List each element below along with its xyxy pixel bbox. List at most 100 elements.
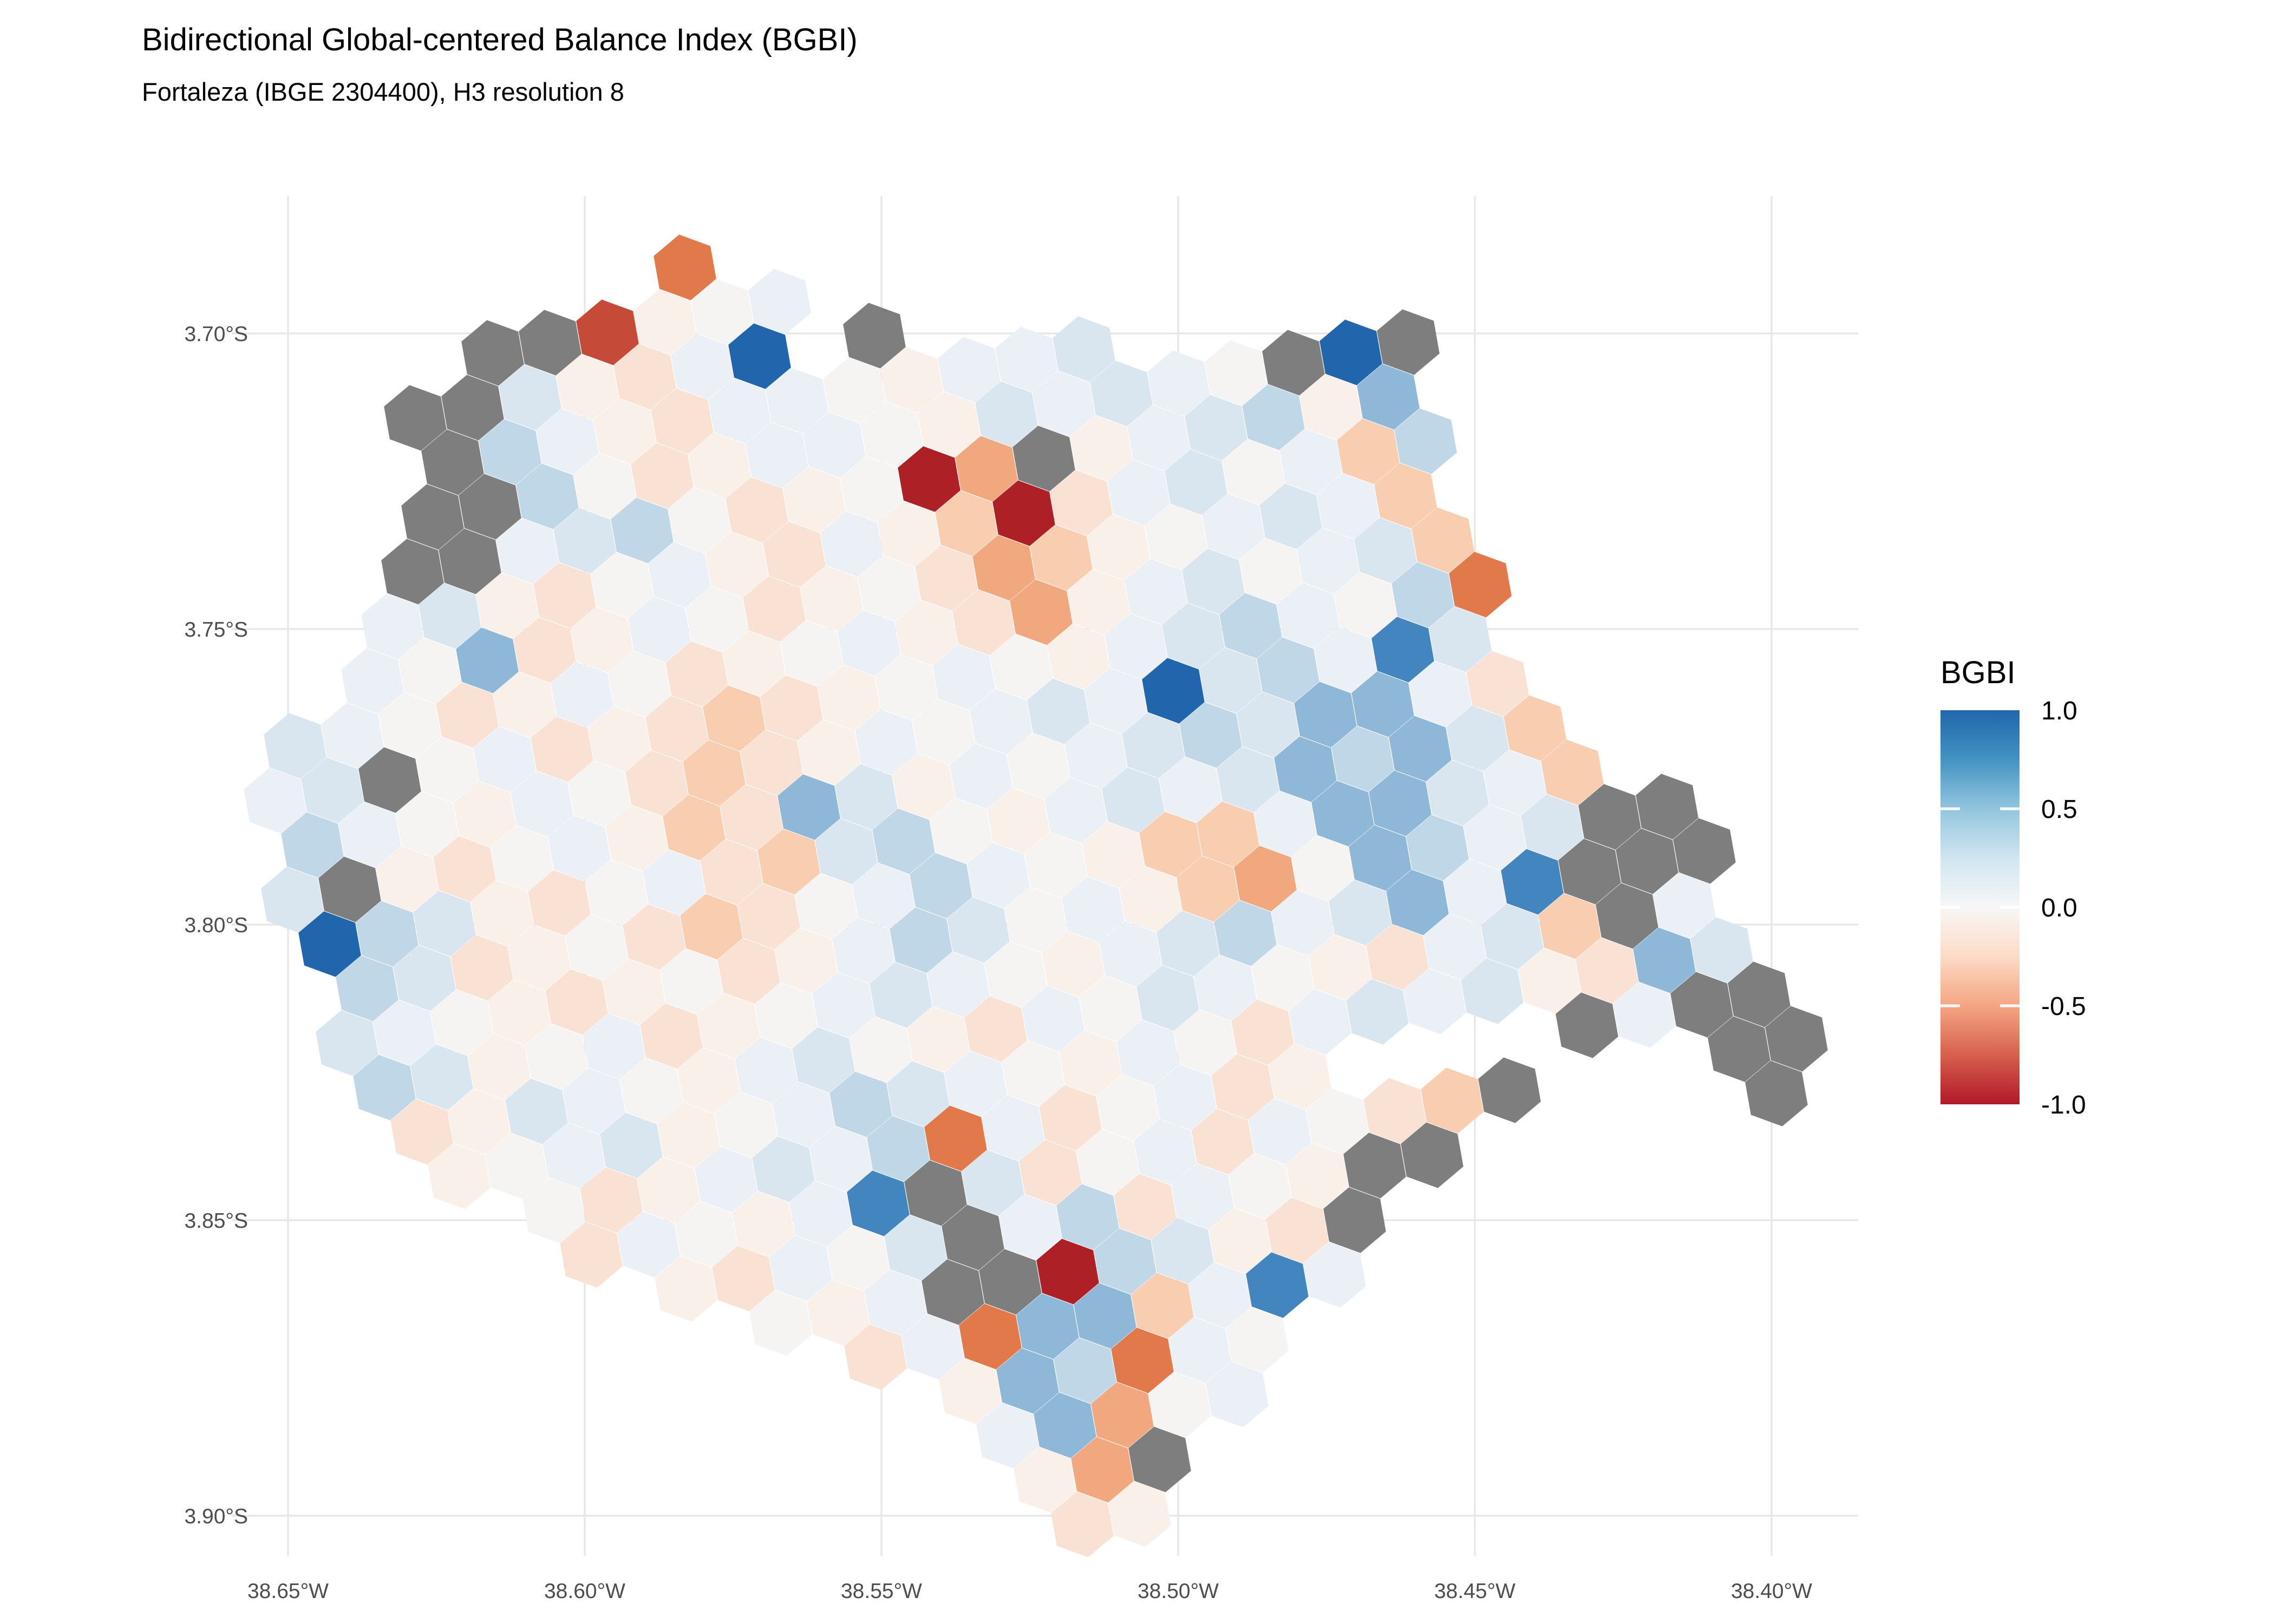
hex-cell xyxy=(1108,1481,1171,1547)
x-axis-tick-label: 38.55°W xyxy=(841,1580,922,1603)
hex-cell xyxy=(728,323,791,389)
hex-cell xyxy=(1254,791,1317,857)
hex-cell xyxy=(864,1269,927,1335)
hex-cell xyxy=(1087,514,1150,580)
hex-cell xyxy=(573,453,636,519)
hex-cell xyxy=(838,610,900,676)
hex-cell xyxy=(353,1055,416,1121)
hex-cell xyxy=(548,815,611,881)
hex-cell xyxy=(1371,617,1434,683)
hex-cell xyxy=(301,757,364,823)
legend-value-label: -0.5 xyxy=(2041,992,2086,1021)
hex-cell xyxy=(680,894,743,960)
hex-cell xyxy=(798,719,860,785)
hex-cell xyxy=(829,1071,892,1137)
hex-cell xyxy=(1306,1088,1369,1154)
hex-cell xyxy=(1708,1016,1770,1082)
hex-cell xyxy=(244,768,306,834)
hex-cell xyxy=(671,333,734,400)
hex-cell xyxy=(1518,948,1581,1014)
x-axis-labels: 38.65°W 38.60°W 38.55°W 38.50°W 38.45°W 38.40… xyxy=(247,1580,1812,1603)
hex-cell xyxy=(568,761,631,827)
hex-cell xyxy=(631,443,694,509)
hex-cell xyxy=(769,1235,832,1301)
hex-cell xyxy=(708,378,771,444)
hex-cell xyxy=(1633,927,1696,993)
hex-cell xyxy=(720,784,783,850)
hex-cell xyxy=(1653,873,1716,939)
hex-cell xyxy=(281,812,344,878)
hex-cell xyxy=(1194,955,1257,1021)
hex-cell xyxy=(867,1116,930,1182)
hex-cell xyxy=(1162,603,1225,669)
hex-cell xyxy=(416,737,479,803)
hex-cell xyxy=(1406,815,1469,881)
hex-cell xyxy=(1311,781,1374,847)
hex-cell xyxy=(264,713,326,779)
hex-cell xyxy=(1219,593,1282,659)
hex-cell xyxy=(338,802,401,868)
hex-cell xyxy=(640,1003,703,1069)
y-axis-tick-label: 3.75°S xyxy=(184,618,248,641)
hex-cell xyxy=(835,764,898,830)
hex-cell xyxy=(1246,1252,1309,1318)
hex-cell xyxy=(588,706,651,772)
hex-cell xyxy=(766,368,828,434)
hex-cell xyxy=(1259,483,1322,549)
hex-cell xyxy=(1303,1242,1366,1308)
hex-cell xyxy=(1131,1273,1194,1339)
hex-cell xyxy=(975,381,1038,447)
hex-cell xyxy=(1014,1447,1076,1513)
hex-cell xyxy=(955,436,1018,502)
hex-cell xyxy=(852,863,915,929)
hex-cell xyxy=(1443,859,1506,925)
hex-cell xyxy=(1423,914,1486,980)
hex-cell xyxy=(563,1068,625,1134)
hex-cell xyxy=(872,808,935,874)
hex-cell xyxy=(1403,968,1466,1034)
hex-cell xyxy=(952,590,1015,656)
hex-cell xyxy=(513,617,576,683)
hex-cell xyxy=(1122,712,1185,778)
hex-cell xyxy=(1119,866,1182,932)
hex-cell xyxy=(1214,900,1277,966)
hex-cell xyxy=(1334,572,1397,638)
hex-cell xyxy=(1159,757,1222,823)
hex-cell xyxy=(800,566,863,632)
hex-cell xyxy=(298,911,361,977)
hex-cell xyxy=(959,1304,1022,1370)
hex-cell xyxy=(1148,1372,1211,1438)
hex-cell xyxy=(1269,1044,1331,1110)
hex-cell xyxy=(625,750,688,816)
hex-cell xyxy=(892,754,955,820)
hex-cell xyxy=(665,641,728,707)
y-axis-labels: 3.70°S 3.75°S 3.80°S 3.85°S 3.90°S xyxy=(184,323,248,1528)
hex-cell xyxy=(1179,702,1242,768)
hex-cell xyxy=(705,532,768,598)
hex-cell xyxy=(807,1280,870,1346)
hex-cell xyxy=(1091,1382,1154,1448)
hex-cell xyxy=(461,320,524,386)
hex-cell xyxy=(580,1167,643,1233)
hex-cell xyxy=(1116,1020,1179,1086)
hex-cell xyxy=(1363,1078,1426,1144)
hex-cell xyxy=(1012,425,1075,492)
hex-cell xyxy=(942,1204,1004,1271)
hex-cell xyxy=(1094,1228,1156,1294)
hex-cell xyxy=(1286,1143,1349,1209)
hex-cell xyxy=(1177,856,1239,922)
legend-value-label: 0.5 xyxy=(2041,795,2077,824)
hex-cell xyxy=(376,846,439,912)
hex-cell xyxy=(571,607,633,673)
hex-cell xyxy=(493,672,556,738)
hex-cell xyxy=(1171,1163,1234,1229)
hex-cell xyxy=(935,490,998,556)
hex-cell xyxy=(990,634,1053,700)
hex-cell xyxy=(657,1102,720,1168)
hex-cell xyxy=(737,883,800,949)
hex-cell xyxy=(1251,945,1314,1011)
hex-cell xyxy=(410,1044,473,1110)
hex-cell xyxy=(1024,832,1087,898)
hex-cell xyxy=(1299,374,1362,440)
